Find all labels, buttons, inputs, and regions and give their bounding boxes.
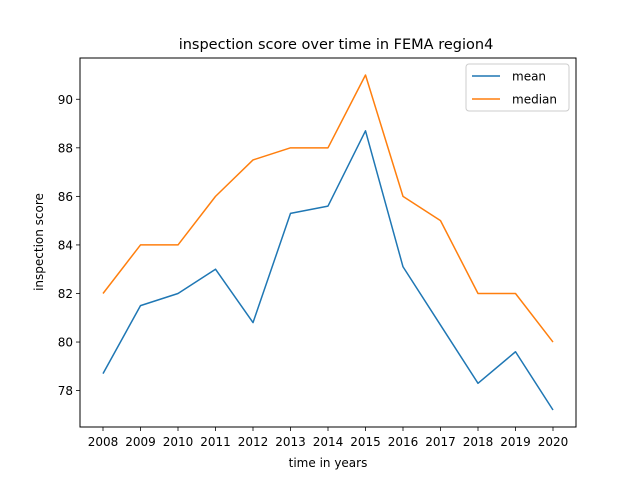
x-tick-label: 2016 [388, 435, 419, 449]
x-tick-label: 2020 [538, 435, 569, 449]
y-axis: 78 80 82 84 86 88 90 [58, 93, 80, 398]
x-tick-label: 2015 [350, 435, 381, 449]
x-tick-label: 2019 [500, 435, 531, 449]
x-tick-label: 2011 [200, 435, 231, 449]
x-axis-label: time in years [289, 456, 368, 470]
y-tick-label: 86 [58, 190, 73, 204]
y-axis-label: inspection score [32, 193, 46, 291]
x-axis: 2008 2009 2010 2011 2012 2013 2014 2015 2016 2017… [88, 427, 569, 449]
x-tick-label: 2018 [463, 435, 494, 449]
legend: mean median [465, 63, 570, 112]
y-tick-label: 80 [58, 336, 73, 350]
legend-label-mean: mean [512, 70, 546, 84]
series-lines [102, 74, 554, 411]
legend-label-median: median [512, 93, 557, 107]
series-line-median [102, 74, 554, 343]
x-tick-label: 2013 [275, 435, 306, 449]
y-tick-label: 90 [58, 93, 73, 107]
x-tick-label: 2008 [88, 435, 119, 449]
chart-title: inspection score over time in FEMA regio… [179, 37, 494, 53]
x-tick-label: 2010 [163, 435, 194, 449]
x-tick-label: 2012 [238, 435, 269, 449]
y-tick-label: 88 [58, 141, 73, 155]
y-tick-label: 82 [58, 287, 73, 301]
y-tick-label: 78 [58, 384, 73, 398]
plot-frame [79, 57, 577, 428]
y-tick-label: 84 [58, 238, 73, 252]
series-line-mean [102, 130, 554, 411]
x-tick-label: 2009 [125, 435, 156, 449]
x-tick-label: 2014 [313, 435, 344, 449]
x-tick-label: 2017 [425, 435, 456, 449]
